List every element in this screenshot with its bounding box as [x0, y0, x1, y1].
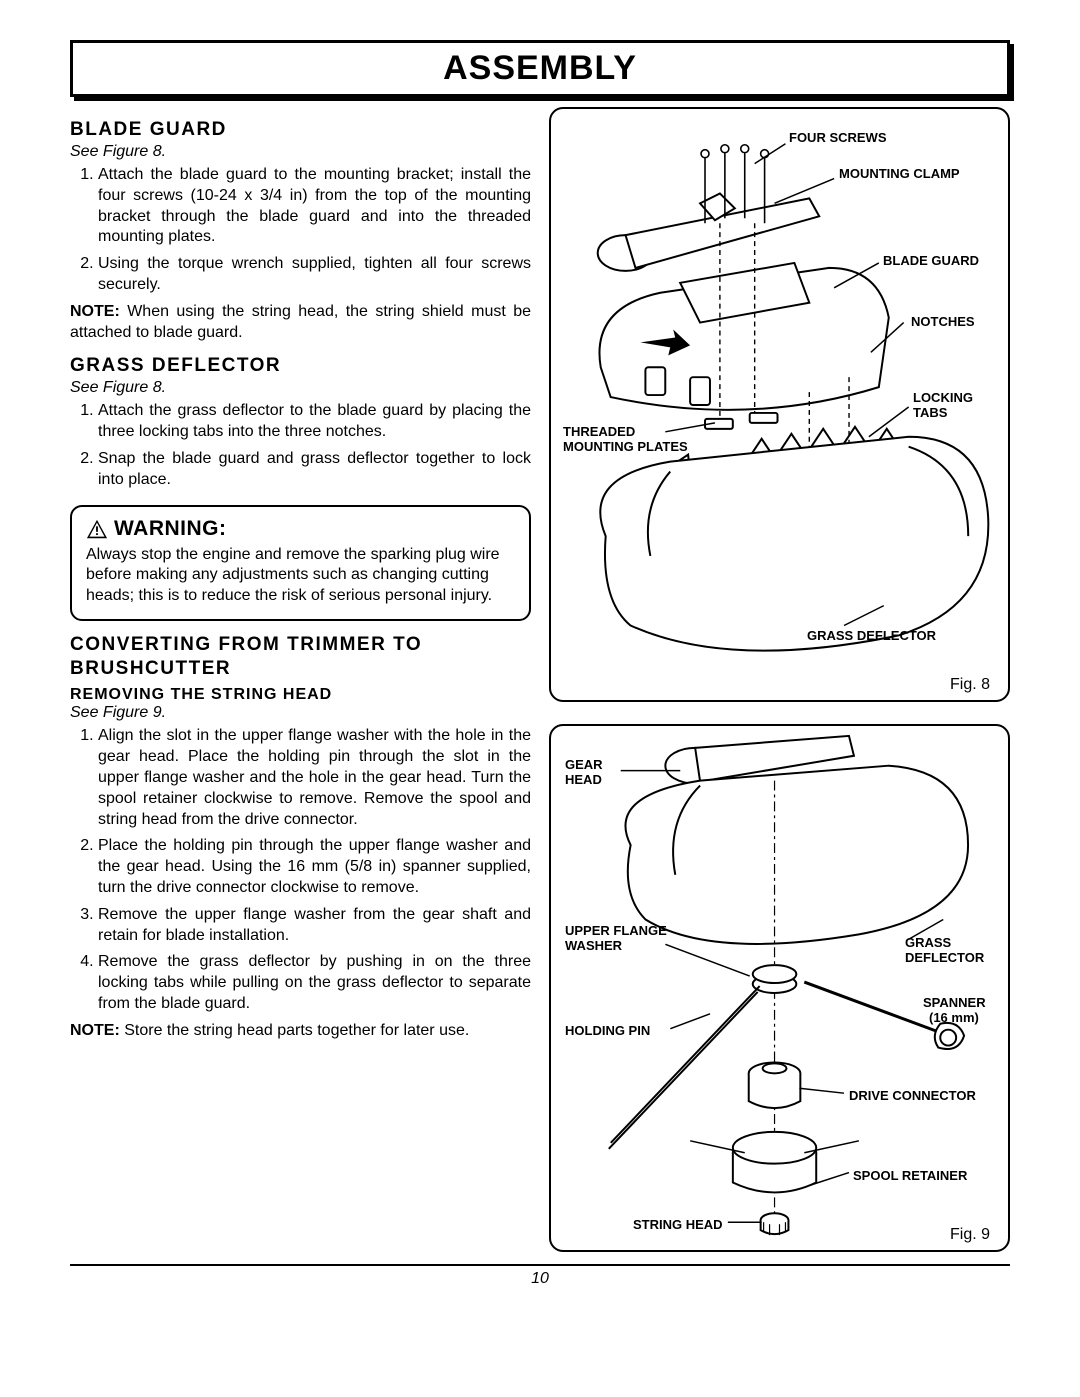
- callout-upper-flange: UPPER FLANGE WASHER: [565, 924, 675, 954]
- callout-drive-connector: DRIVE CONNECTOR: [849, 1089, 976, 1104]
- note-label: NOTE:: [70, 303, 120, 320]
- left-column: BLADE GUARD See Figure 8. Attach the bla…: [70, 107, 531, 1252]
- list-item: Align the slot in the upper flange washe…: [98, 726, 531, 830]
- list-item: Snap the blade guard and grass deflector…: [98, 449, 531, 491]
- callout-holding-pin: HOLDING PIN: [565, 1024, 650, 1039]
- list-item: Attach the blade guard to the mounting b…: [98, 165, 531, 248]
- note-label: NOTE:: [70, 1022, 120, 1039]
- figure-8-label: Fig. 8: [950, 676, 990, 694]
- figure-9: GEAR HEAD UPPER FLANGE WASHER GRASS DEFL…: [549, 724, 1010, 1252]
- heading-blade-guard: BLADE GUARD: [70, 119, 531, 141]
- callout-mounting-clamp: MOUNTING CLAMP: [839, 167, 960, 182]
- converting-steps: Align the slot in the upper flange washe…: [70, 726, 531, 1014]
- subheading-removing: REMOVING THE STRING HEAD: [70, 686, 531, 704]
- figure-9-label: Fig. 9: [950, 1226, 990, 1244]
- callout-string-head: STRING HEAD: [633, 1218, 723, 1233]
- converting-note: NOTE: Store the string head parts togeth…: [70, 1021, 531, 1042]
- note-text: Store the string head parts together for…: [124, 1022, 469, 1039]
- list-item: Attach the grass deflector to the blade …: [98, 401, 531, 443]
- note-text: When using the string head, the string s…: [70, 303, 531, 341]
- callout-four-screws: FOUR SCREWS: [789, 131, 887, 146]
- page: ASSEMBLY BLADE GUARD See Figure 8. Attac…: [0, 0, 1080, 1397]
- right-column: FOUR SCREWS MOUNTING CLAMP BLADE GUARD N…: [549, 107, 1010, 1252]
- heading-converting: CONVERTING FROM TRIMMER TO BRUSHCUTTER: [70, 633, 531, 681]
- callout-grass-deflector-8: GRASS DEFLECTOR: [807, 629, 936, 644]
- callout-locking-tabs: LOCKING TABS: [913, 391, 993, 421]
- see-figure-9: See Figure 9.: [70, 704, 531, 722]
- page-title-box: ASSEMBLY: [70, 40, 1010, 97]
- callout-spool-retainer: SPOOL RETAINER: [853, 1169, 967, 1184]
- warning-icon: [86, 519, 108, 539]
- grass-deflector-steps: Attach the grass deflector to the blade …: [70, 401, 531, 490]
- warning-text: Always stop the engine and remove the sp…: [86, 545, 515, 607]
- callout-blade-guard: BLADE GUARD: [883, 254, 979, 269]
- blade-guard-steps: Attach the blade guard to the mounting b…: [70, 165, 531, 296]
- blade-guard-note: NOTE: When using the string head, the st…: [70, 302, 531, 344]
- see-figure-8b: See Figure 8.: [70, 379, 531, 397]
- callout-spanner-size: (16 mm): [929, 1011, 979, 1026]
- figure-8: FOUR SCREWS MOUNTING CLAMP BLADE GUARD N…: [549, 107, 1010, 702]
- bottom-rule: [70, 1264, 1010, 1266]
- list-item: Remove the upper flange washer from the …: [98, 905, 531, 947]
- list-item: Using the torque wrench supplied, tighte…: [98, 254, 531, 296]
- list-item: Remove the grass deflector by pushing in…: [98, 952, 531, 1014]
- warning-title-row: WARNING:: [86, 517, 515, 541]
- see-figure-8a: See Figure 8.: [70, 143, 531, 161]
- page-number: 10: [70, 1270, 1010, 1288]
- list-item: Place the holding pin through the upper …: [98, 836, 531, 898]
- callout-grass-deflector-9: GRASS DEFLECTOR: [905, 936, 1005, 966]
- content-columns: BLADE GUARD See Figure 8. Attach the bla…: [70, 107, 1010, 1252]
- callout-spanner: SPANNER: [923, 996, 986, 1011]
- heading-grass-deflector: GRASS DEFLECTOR: [70, 355, 531, 377]
- callout-gear-head: GEAR HEAD: [565, 758, 625, 788]
- page-title: ASSEMBLY: [443, 49, 637, 87]
- warning-title: WARNING:: [114, 517, 227, 541]
- warning-box: WARNING: Always stop the engine and remo…: [70, 505, 531, 621]
- callout-threaded-plates: THREADED MOUNTING PLATES: [563, 425, 703, 455]
- callout-notches: NOTCHES: [911, 315, 975, 330]
